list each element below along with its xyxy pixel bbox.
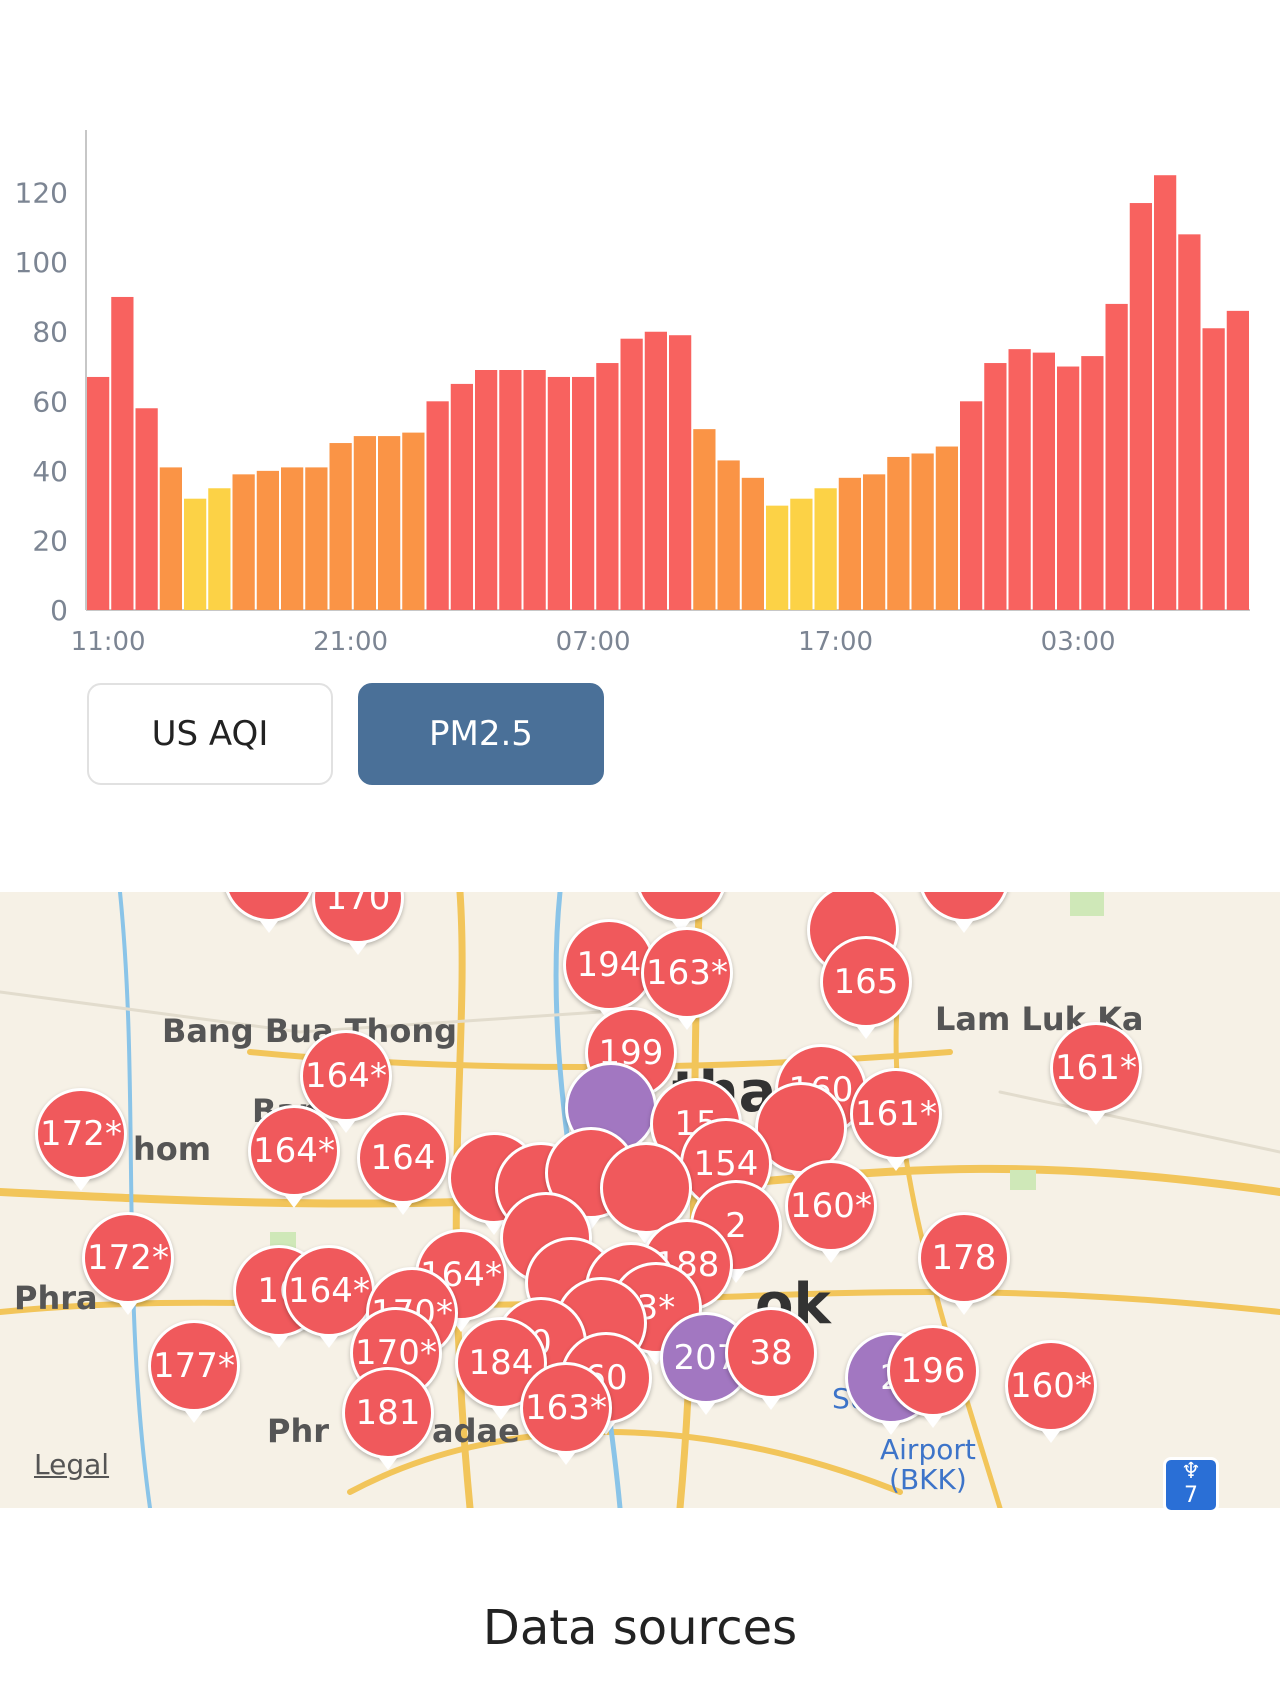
place-label: hom (133, 1130, 212, 1168)
data-sources-heading[interactable]: Data sources (482, 1600, 798, 1656)
bar[interactable] (814, 488, 837, 610)
bar[interactable] (499, 370, 522, 610)
bar[interactable] (329, 443, 352, 610)
station-marker[interactable]: 160* (785, 1160, 877, 1263)
station-marker[interactable]: 161* (850, 1068, 942, 1171)
y-tick-label: 100 (15, 246, 68, 279)
highway-shield-icon: ♆ 7 (1163, 1457, 1219, 1513)
bar[interactable] (572, 376, 595, 610)
bar[interactable] (1081, 356, 1104, 610)
bar[interactable] (208, 488, 231, 610)
bar[interactable] (960, 401, 983, 610)
station-marker[interactable]: 177* (148, 1320, 240, 1423)
bar[interactable] (1105, 303, 1128, 610)
bar[interactable] (935, 446, 958, 610)
bar[interactable] (135, 408, 158, 610)
y-tick-label: 40 (32, 455, 68, 488)
bar[interactable] (644, 331, 667, 610)
y-tick-label: 80 (32, 316, 68, 349)
bar[interactable] (984, 363, 1007, 610)
bar[interactable] (523, 370, 546, 610)
y-tick-label: 0 (50, 594, 68, 627)
bar[interactable] (887, 456, 910, 610)
us-aqi-toggle-button[interactable]: US AQI (87, 683, 333, 785)
bar[interactable] (159, 467, 182, 610)
bar[interactable] (111, 296, 134, 610)
bar[interactable] (620, 338, 643, 610)
place-label: Bang Bua Thong (162, 1012, 457, 1050)
pm25-toggle-button[interactable]: PM2.5 (358, 683, 604, 785)
bar[interactable] (256, 470, 279, 610)
bar[interactable] (766, 505, 789, 610)
station-marker[interactable]: 163* (641, 927, 733, 1030)
place-label: Phr (267, 1412, 330, 1450)
bar[interactable] (1057, 366, 1080, 610)
bar[interactable] (669, 335, 692, 610)
pm25-bar-chart: 0 20 40 60 80 100 120 11:00 21:00 07:00 17:00 03:00 (15, 130, 1250, 657)
bar[interactable] (1032, 352, 1055, 610)
bar[interactable] (1008, 349, 1031, 610)
highway-number: 7 (1184, 1483, 1198, 1508)
station-marker[interactable]: 164* (300, 1030, 392, 1133)
bar[interactable] (353, 436, 376, 610)
station-marker[interactable]: 160* (1005, 1340, 1097, 1443)
station-marker[interactable]: 172* (35, 1088, 127, 1191)
bar[interactable] (790, 498, 813, 610)
station-marker[interactable]: 165 (820, 936, 912, 1039)
station-marker[interactable]: 164* (248, 1105, 340, 1208)
y-tick-label: 60 (32, 385, 68, 418)
y-tick-label: 20 (32, 524, 68, 557)
bar[interactable] (281, 467, 304, 610)
x-tick-label: 11:00 (71, 627, 146, 657)
station-marker[interactable]: 196 (887, 1325, 979, 1428)
x-tick-label: 21:00 (313, 627, 388, 657)
bar[interactable] (1202, 328, 1225, 610)
station-marker[interactable]: 164* (283, 1245, 375, 1348)
y-tick-label: 120 (15, 177, 68, 210)
bar[interactable] (1154, 175, 1177, 610)
bar[interactable] (232, 474, 255, 610)
bar[interactable] (184, 498, 207, 610)
bar[interactable] (693, 429, 716, 610)
station-marker[interactable]: 194 (563, 919, 655, 1022)
bar[interactable] (402, 432, 425, 610)
station-marker[interactable]: 38 (725, 1307, 817, 1410)
bar[interactable] (1178, 234, 1201, 610)
legal-link[interactable]: Legal (34, 1448, 110, 1481)
bar[interactable] (838, 477, 861, 610)
station-marker[interactable]: 172* (82, 1212, 174, 1315)
bar[interactable] (1129, 203, 1152, 610)
bar[interactable] (305, 467, 328, 610)
bar[interactable] (863, 474, 886, 610)
bar[interactable] (547, 376, 570, 610)
airport-label: Airport (BKK) (880, 1433, 976, 1496)
bar[interactable] (426, 401, 449, 610)
station-marker[interactable] (600, 1142, 692, 1245)
x-tick-label: 17:00 (798, 627, 873, 657)
station-marker[interactable]: 181 (342, 1367, 434, 1470)
station-marker[interactable]: 178 (918, 1212, 1010, 1315)
bar[interactable] (1226, 310, 1249, 610)
bar[interactable] (596, 363, 619, 610)
bar[interactable] (475, 370, 498, 610)
bar[interactable] (87, 376, 110, 610)
bar[interactable] (911, 453, 934, 610)
bar[interactable] (378, 436, 401, 610)
x-tick-label: 03:00 (1041, 627, 1116, 657)
x-tick-label: 07:00 (556, 627, 631, 657)
place-label: Phra (14, 1279, 98, 1317)
station-marker[interactable]: 164 (357, 1112, 449, 1215)
station-marker[interactable]: 163* (520, 1362, 612, 1465)
bar[interactable] (450, 383, 473, 610)
bar[interactable] (741, 477, 764, 610)
station-marker[interactable]: 161* (1050, 1022, 1142, 1125)
bar[interactable] (717, 460, 740, 610)
